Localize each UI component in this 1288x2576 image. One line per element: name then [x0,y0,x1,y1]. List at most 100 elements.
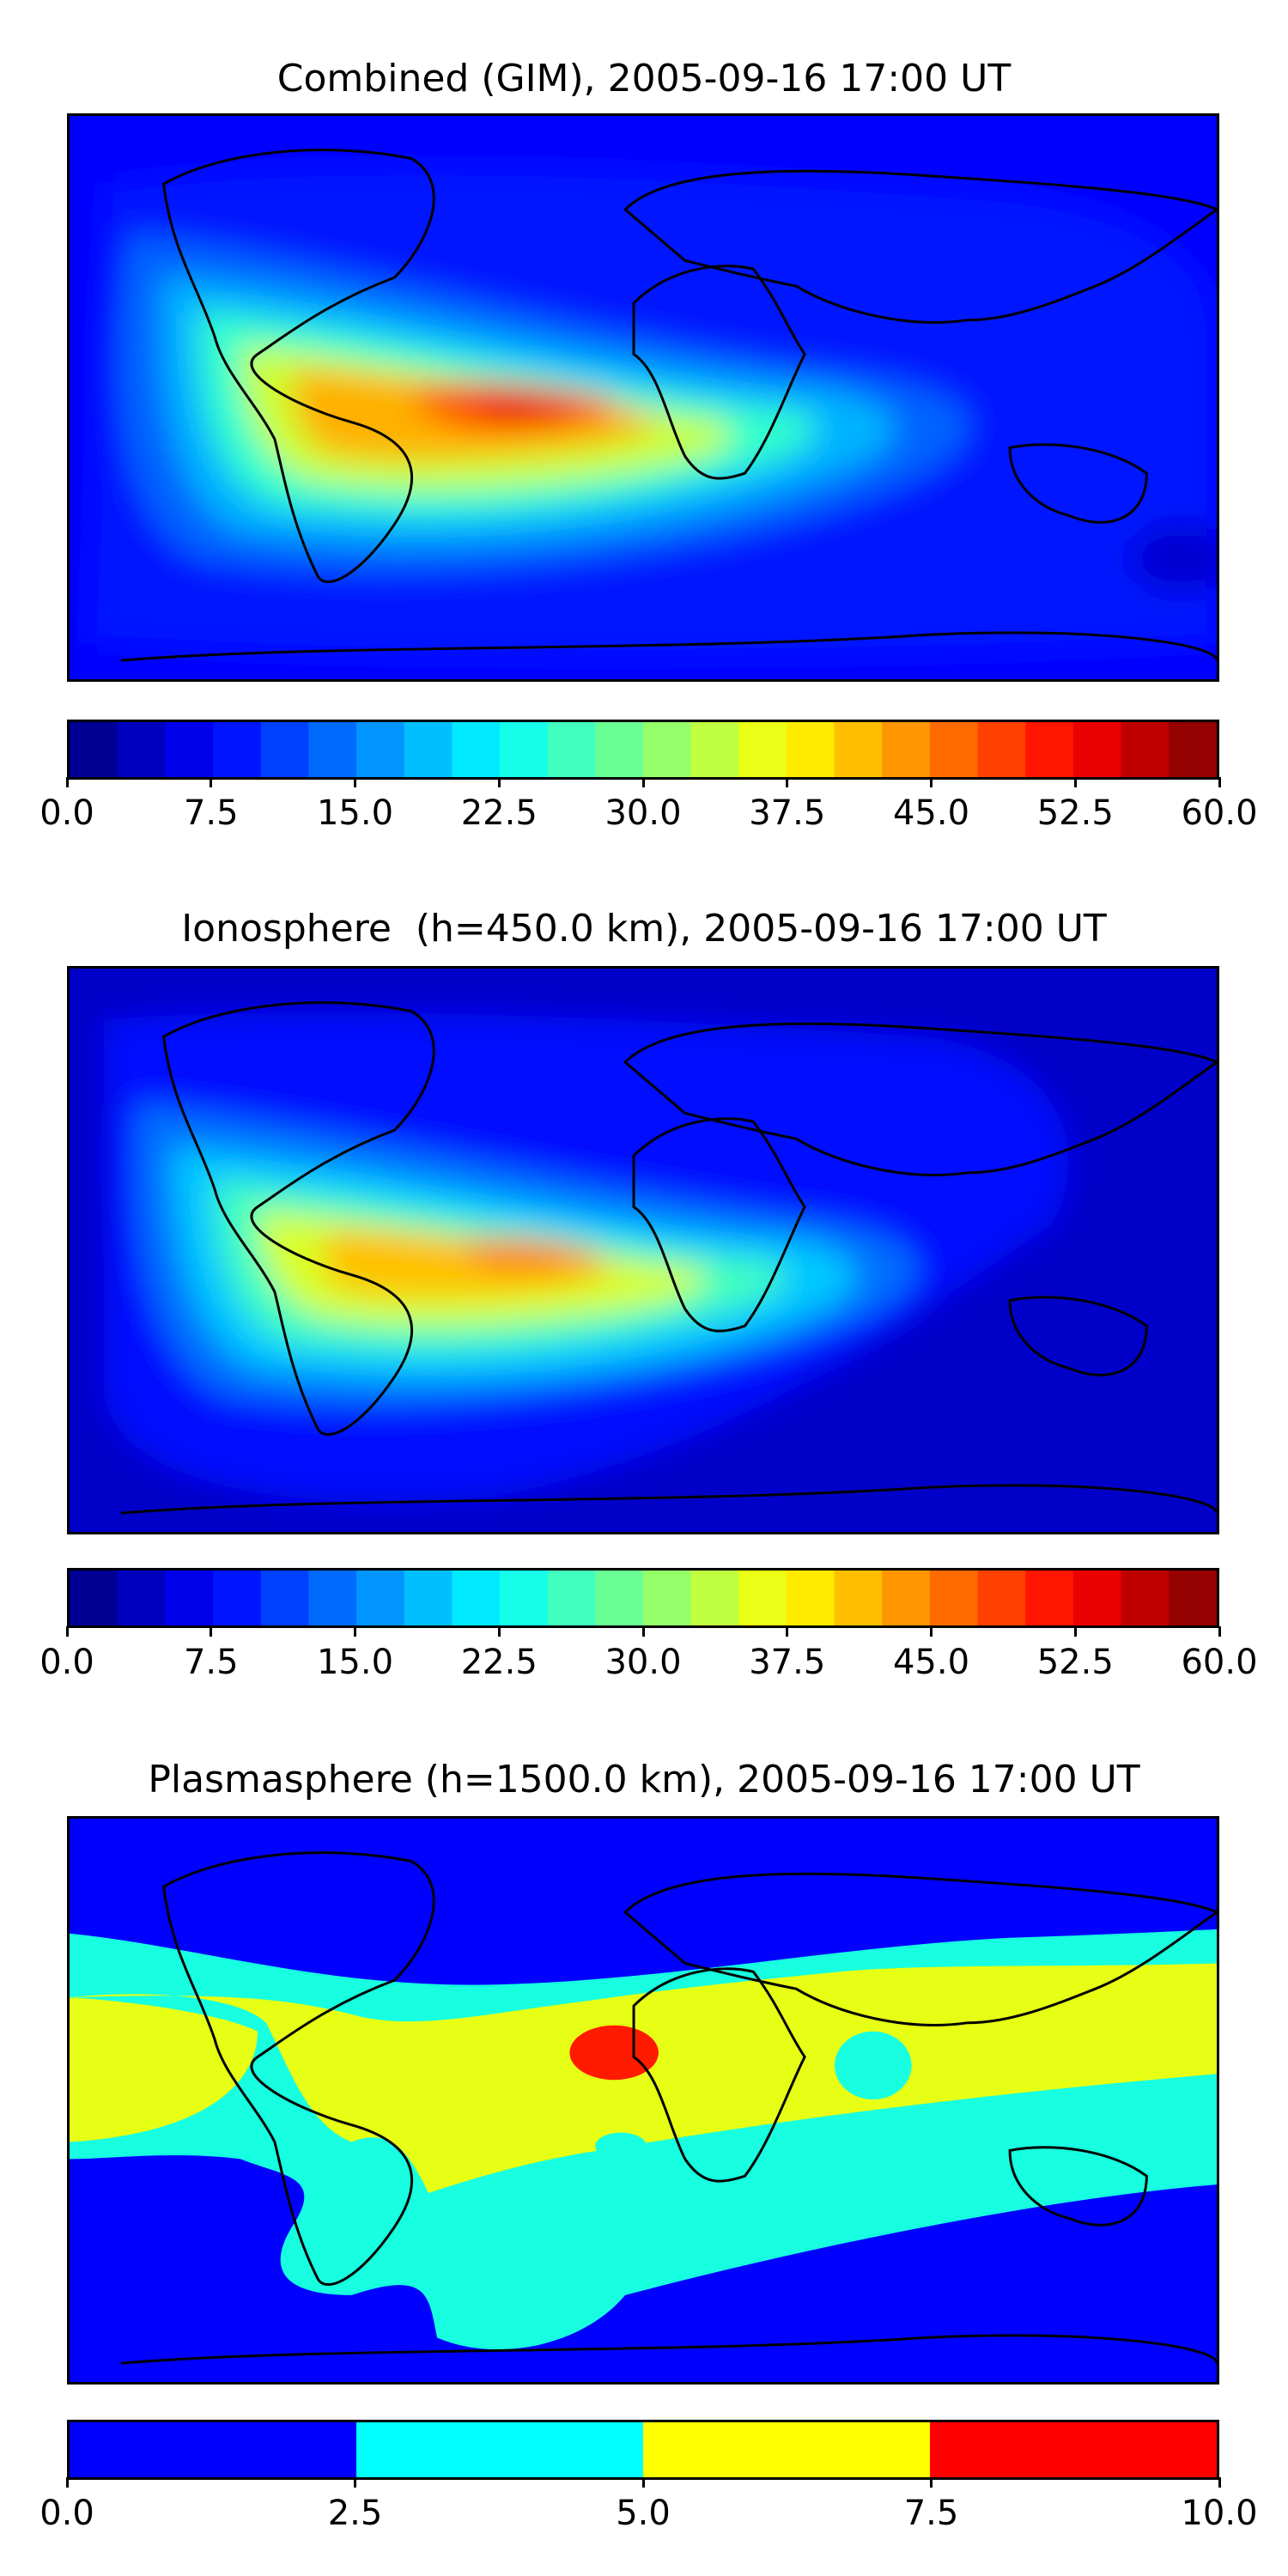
colorbar-swatch [213,722,262,777]
colorbar-swatch [643,2422,936,2477]
map-plot-plasmasphere [70,1819,1217,2382]
colorbar-swatch [595,722,645,777]
colorbar-swatch [1025,1571,1075,1625]
map-plot-ionosphere [70,969,1217,1532]
colorbar-swatch [308,722,358,777]
colorbar-swatch [452,722,501,777]
colorbar-swatch [165,722,215,777]
colorbar-tick-label: 52.5 [1036,793,1114,833]
colorbar-tick [65,2477,69,2488]
colorbar-tick-label: 2.5 [327,2494,383,2533]
colorbar-swatch [787,1571,835,1625]
colorbar-swatch [930,2422,1217,2477]
colorbar-tick [65,1626,69,1637]
colorbar-tick-label: 52.5 [1036,1643,1114,1682]
colorbar-tick [930,1626,933,1637]
colorbar-tick [930,2477,933,2488]
colorbar-swatch [882,722,932,777]
colorbar-swatch [165,1571,215,1625]
colorbar-swatch [356,1571,405,1625]
colorbar-swatch [500,722,549,777]
colorbar-tick [210,1626,213,1637]
coastlines [120,149,1217,662]
colorbar-swatch [643,722,692,777]
colorbar-swatch [404,722,453,777]
colorbar-tick [1218,1626,1221,1637]
colorbar-swatch [834,722,884,777]
panel-title-plasmasphere: Plasmasphere (h=1500.0 km), 2005-09-16 1… [148,1758,1140,1801]
colorbar-swatch [595,1571,645,1625]
colorbar-tick-label: 37.5 [749,1643,826,1682]
colorbar-tick [354,777,356,787]
colorbar-ticks-plasmasphere: 0.0 2.5 5.0 7.5 10.0 [39,2477,1258,2533]
colorbar-swatch [690,1571,740,1625]
colorbar-tick-label: 0.0 [39,2494,94,2533]
colorbar-tick [641,2477,645,2488]
coastlines [120,1851,1217,2365]
panel-title-combined: Combined (GIM), 2005-09-16 17:00 UT [276,57,1012,100]
colorbar-tick-label: 15.0 [316,1643,394,1682]
colorbar-swatch [1169,722,1217,777]
colorbar-tick-label: 0.0 [39,793,94,833]
colorbar-tick [354,2477,356,2488]
colorbar-swatches-ionosphere [70,1571,1217,1625]
colorbar-tick [497,777,501,787]
map-ionosphere [67,966,1219,1534]
colorbar-swatch [452,1571,501,1625]
colorbar-tick [641,1626,645,1637]
colorbar-swatch [690,722,740,777]
panel-title-ionosphere: Ionosphere (h=450.0 km), 2005-09-16 17:0… [181,907,1107,951]
colorbar-swatch [977,722,1027,777]
colorbar-tick-label: 30.0 [605,1643,682,1682]
colorbar-tick-label: 0.0 [39,1643,94,1682]
colorbar-tick [786,777,789,787]
colorbar-swatch [308,1571,358,1625]
colorbar-tick [786,1626,789,1637]
colorbar-swatch [643,1571,692,1625]
colorbar-swatch [500,1571,549,1625]
colorbar-tick-label: 45.0 [892,1643,970,1682]
tec-field-combined [86,165,1217,660]
colorbar-swatch [117,1571,167,1625]
colorbar-tick [930,777,933,787]
map-combined [67,113,1219,682]
colorbar-tick [1073,777,1077,787]
map-plot-combined [70,116,1217,679]
colorbar-plasmasphere [67,2420,1219,2480]
colorbar-swatches-plasmasphere [70,2422,1217,2477]
colorbar-swatch [1169,1571,1217,1625]
tec-field-ionosphere [103,1012,1069,1503]
colorbar-tick [354,1626,356,1637]
colorbar-swatch [738,722,788,777]
colorbar-swatch [1121,722,1170,777]
colorbar-tick [1218,777,1221,787]
colorbar-ticks-ionosphere: 0.0 7.5 15.0 22.5 30.0 37.5 45.0 52.5 60.0 [39,1626,1258,1682]
colorbar-ionosphere [67,1568,1219,1628]
colorbar-combined [67,720,1219,780]
colorbar-tick-label: 37.5 [749,793,826,833]
colorbar-tick-label: 22.5 [460,1643,538,1682]
colorbar-swatch [547,1571,597,1625]
colorbar-tick [65,777,69,787]
colorbar-tick-label: 15.0 [316,793,394,833]
colorbar-swatch [930,1571,979,1625]
colorbar-swatch [1121,1571,1170,1625]
colorbar-swatch [356,722,405,777]
colorbar-tick-label: 60.0 [1181,1643,1258,1682]
colorbar-tick-label: 7.5 [183,793,239,833]
colorbar-swatch [977,1571,1027,1625]
colorbar-tick-label: 60.0 [1181,793,1258,833]
colorbar-tick-label: 30.0 [605,793,682,833]
colorbar-swatch [70,1571,118,1625]
colorbar-swatch [547,722,597,777]
colorbar-swatch [356,2422,649,2477]
colorbar-tick [1218,2477,1221,2488]
colorbar-swatches-combined [70,722,1217,777]
colorbar-swatch [70,2422,362,2477]
colorbar-swatch [1025,722,1075,777]
colorbar-tick-label: 5.0 [616,2494,671,2533]
colorbar-tick-label: 10.0 [1181,2494,1258,2533]
map-plasmasphere [67,1816,1219,2385]
colorbar-swatch [260,722,310,777]
coastlines [120,1001,1217,1515]
